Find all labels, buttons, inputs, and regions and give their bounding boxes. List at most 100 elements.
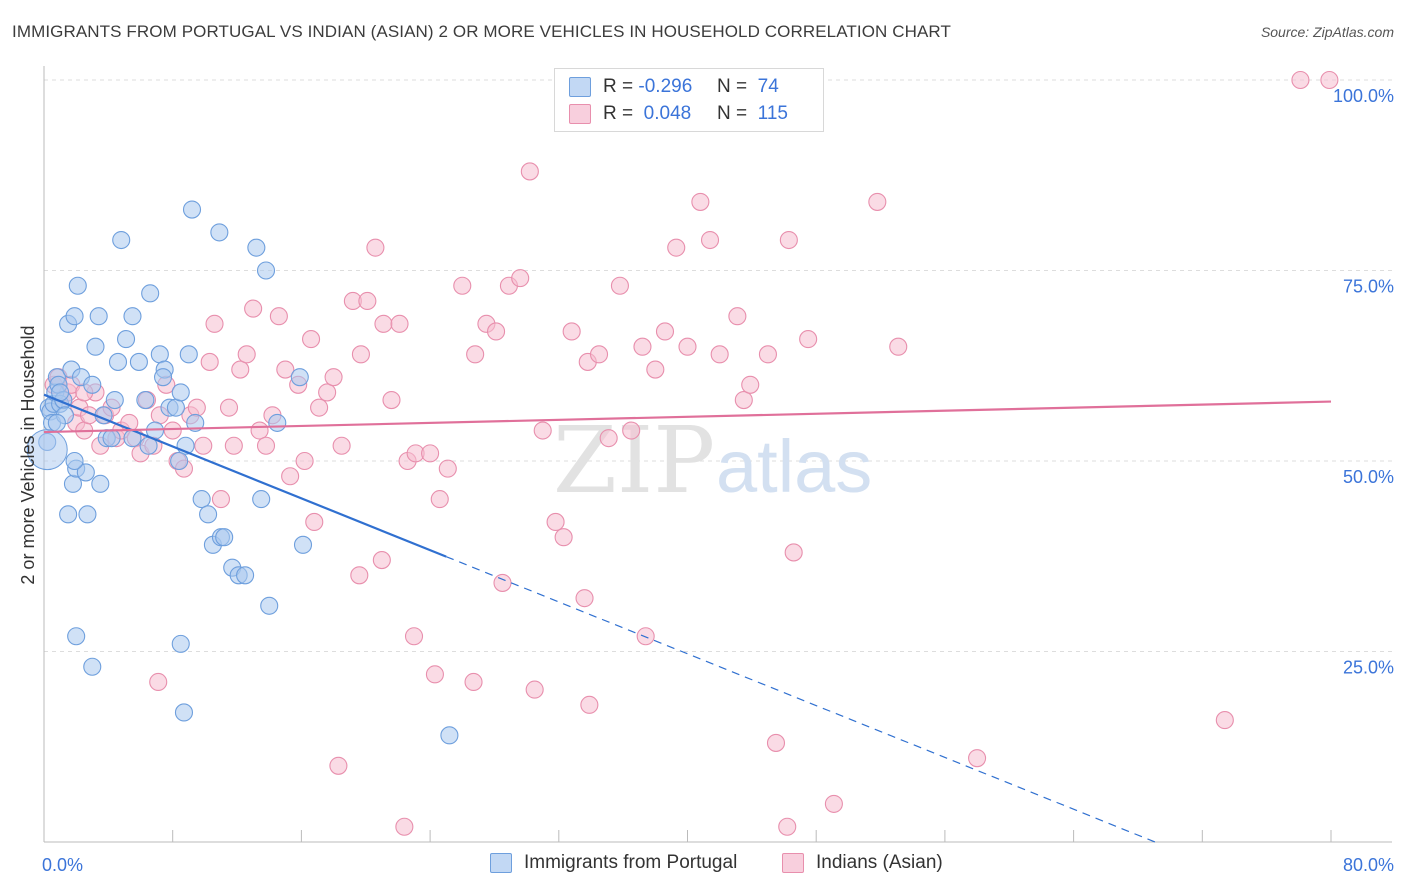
data-point bbox=[192, 490, 211, 509]
data-point bbox=[622, 421, 641, 440]
data-point bbox=[269, 307, 288, 326]
data-point bbox=[224, 436, 243, 455]
data-point bbox=[123, 307, 142, 326]
data-point bbox=[710, 345, 729, 364]
data-point bbox=[1291, 70, 1310, 90]
data-point bbox=[252, 490, 271, 509]
data-point bbox=[487, 322, 506, 341]
data-point bbox=[554, 528, 573, 547]
correlation-legend: R = -0.296 N = 74 R = 0.048 N = 115 bbox=[554, 68, 824, 132]
data-point bbox=[129, 352, 148, 371]
data-point bbox=[182, 200, 202, 219]
watermark: ZIP atlas bbox=[553, 407, 872, 514]
data-point bbox=[546, 512, 565, 532]
data-point bbox=[678, 337, 697, 356]
data-point bbox=[580, 695, 599, 714]
data-point bbox=[438, 459, 457, 478]
data-point bbox=[68, 276, 87, 295]
data-point bbox=[78, 505, 97, 524]
data-point bbox=[65, 451, 84, 471]
data-point bbox=[236, 566, 255, 585]
data-point bbox=[358, 291, 377, 311]
data-point bbox=[562, 322, 581, 341]
data-point bbox=[210, 223, 229, 242]
trend-line-indians bbox=[43, 400, 1332, 434]
data-point-large bbox=[26, 429, 68, 471]
legend-item-indians[interactable]: Indians (Asian) bbox=[782, 852, 943, 874]
data-point bbox=[102, 429, 121, 448]
data-point bbox=[366, 238, 385, 257]
data-point bbox=[276, 360, 295, 379]
data-point bbox=[59, 505, 78, 524]
data-point bbox=[728, 307, 747, 326]
data-point bbox=[466, 345, 485, 364]
data-point bbox=[200, 352, 219, 371]
data-point bbox=[149, 672, 168, 692]
data-point bbox=[171, 383, 190, 402]
data-point bbox=[290, 368, 309, 387]
data-point bbox=[256, 436, 276, 455]
legend-r-label: R = bbox=[603, 76, 634, 97]
data-point bbox=[589, 345, 609, 364]
data-point bbox=[520, 162, 539, 181]
data-point bbox=[667, 238, 686, 257]
data-point bbox=[76, 463, 95, 482]
data-point bbox=[153, 368, 173, 387]
data-point bbox=[440, 726, 459, 745]
trend-line-portugal-extrapolated bbox=[445, 556, 1156, 843]
data-point bbox=[779, 230, 798, 250]
data-point bbox=[247, 238, 266, 257]
data-point bbox=[305, 512, 324, 532]
data-point bbox=[244, 299, 263, 318]
data-point bbox=[734, 390, 753, 410]
data-point bbox=[525, 680, 544, 699]
data-point bbox=[171, 634, 190, 653]
data-point bbox=[646, 360, 665, 379]
data-point bbox=[83, 375, 102, 394]
data-point bbox=[691, 192, 710, 211]
data-point bbox=[372, 551, 391, 570]
legend-item-portugal[interactable]: Immigrants from Portugal bbox=[490, 852, 737, 874]
data-point bbox=[799, 330, 818, 349]
data-point bbox=[150, 345, 169, 364]
legend-label-portugal: Immigrants from Portugal bbox=[524, 852, 738, 873]
data-point bbox=[453, 276, 472, 295]
data-point bbox=[260, 596, 279, 615]
data-point bbox=[250, 421, 269, 440]
data-point bbox=[390, 314, 409, 333]
legend-n-value: 74 bbox=[757, 76, 779, 97]
data-point bbox=[219, 398, 239, 417]
data-point bbox=[179, 345, 198, 364]
data-point bbox=[329, 756, 348, 775]
data-point bbox=[136, 390, 155, 410]
data-point bbox=[395, 817, 414, 836]
data-point bbox=[83, 657, 102, 676]
tick-labels: 100.0% 75.0% 50.0% 25.0% 0.0% 80.0% bbox=[42, 86, 1394, 875]
watermark-atlas: atlas bbox=[716, 425, 872, 508]
data-point bbox=[968, 749, 987, 768]
data-point bbox=[633, 337, 652, 356]
data-point bbox=[778, 817, 797, 836]
data-point bbox=[86, 337, 105, 356]
legend-n-label: N = bbox=[717, 103, 748, 124]
data-point bbox=[65, 307, 84, 326]
data-point bbox=[824, 794, 843, 813]
data-point bbox=[421, 444, 440, 463]
data-point bbox=[166, 398, 185, 417]
data-point bbox=[310, 398, 329, 417]
data-point bbox=[293, 535, 313, 554]
data-point bbox=[105, 390, 124, 410]
data-point bbox=[404, 627, 424, 646]
data-point bbox=[700, 230, 720, 250]
legend-swatch-pink bbox=[782, 853, 804, 873]
data-point bbox=[163, 421, 182, 440]
data-point bbox=[430, 490, 449, 509]
data-point bbox=[281, 467, 300, 486]
legend-r-value: -0.296 bbox=[638, 76, 693, 97]
y-tick-label: 25.0% bbox=[1343, 658, 1394, 678]
data-point bbox=[318, 383, 337, 402]
trend-lines bbox=[43, 393, 1332, 843]
y-tick-label: 75.0% bbox=[1343, 277, 1394, 297]
data-point bbox=[268, 413, 287, 432]
data-point bbox=[302, 330, 321, 349]
